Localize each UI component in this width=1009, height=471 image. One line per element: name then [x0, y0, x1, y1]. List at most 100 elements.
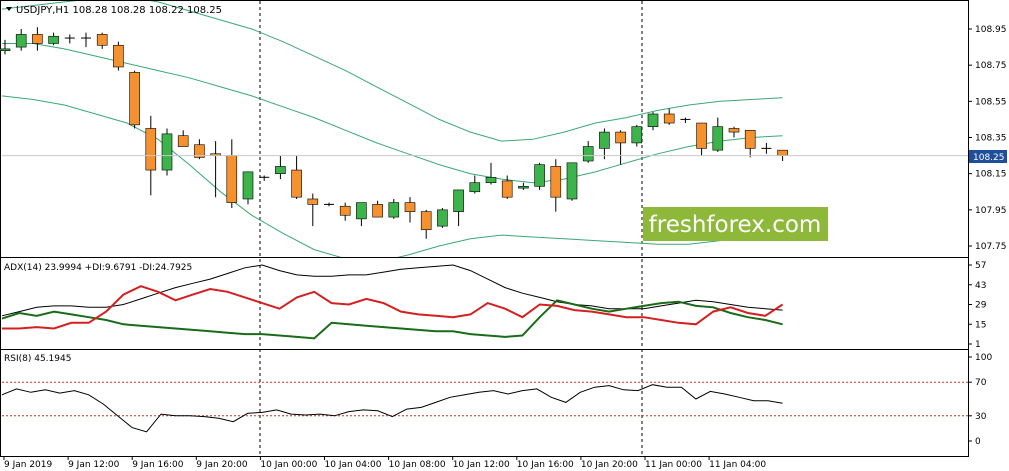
time-axis: 9 Jan 2019 9 Jan 12:00 9 Jan 16:00 9 Jan 20…	[3, 456, 766, 470]
candle	[275, 155, 286, 180]
candle	[420, 209, 432, 239]
candle	[728, 126, 740, 138]
candle-body	[242, 171, 254, 200]
candle-body	[420, 211, 432, 231]
candle	[453, 189, 464, 227]
candle-body	[161, 133, 173, 171]
price-tick-label: 108.95	[975, 25, 1007, 35]
candle	[744, 129, 756, 158]
adx-title: ADX(14) 23.9994 +DI:9.6791 -DI:24.7925	[4, 263, 192, 273]
candle	[631, 124, 643, 147]
candle-body	[599, 131, 610, 149]
candle-body	[712, 126, 724, 151]
candle-body	[501, 180, 513, 198]
candle-body	[582, 146, 594, 162]
price-tick-label: 108.15	[975, 170, 1007, 180]
price-axis: 108.95 108.75 108.55 108.35 108.15 107.95 107.…	[968, 25, 1007, 252]
candle-body	[404, 202, 416, 212]
candle-body	[291, 169, 302, 198]
adx-series-di	[2, 285, 784, 330]
candle-body	[744, 129, 756, 149]
time-tick-label: 11 Jan 00:00	[645, 460, 702, 470]
candle-body	[15, 34, 27, 48]
time-tick-label: 10 Jan 12:00	[453, 460, 510, 470]
candle-body	[663, 113, 675, 124]
adx-tick-label: 15	[975, 320, 986, 330]
candle	[761, 142, 772, 154]
band-lower	[1, 95, 783, 257]
candle	[113, 41, 124, 71]
adx-series-adx	[1, 264, 783, 317]
time-tick-label: 10 Jan 00:00	[260, 460, 317, 470]
candle-body	[129, 72, 140, 126]
price-tick-label: 108.55	[975, 97, 1007, 107]
rsi-title: RSI(8) 45.1945	[4, 354, 71, 364]
current-price-tag	[969, 150, 1007, 163]
candle-body	[777, 149, 788, 156]
candle	[696, 122, 707, 156]
candle-body	[437, 209, 448, 227]
adx-tick-label: 29	[975, 301, 987, 311]
rsi-tick-label: 30	[975, 412, 987, 422]
time-tick-label: 9 Jan 2019	[4, 460, 52, 470]
candle-body	[566, 162, 578, 200]
dropdown-triangle-icon[interactable]	[6, 7, 12, 11]
candle	[550, 159, 562, 212]
time-tick-label: 9 Jan 16:00	[132, 460, 184, 470]
candle	[534, 162, 545, 190]
candle-body	[275, 166, 286, 174]
price-tick-label: 107.75	[975, 242, 1007, 252]
candle-body	[48, 35, 59, 44]
candle	[177, 130, 189, 147]
rsi-tick-label: 0	[975, 437, 981, 447]
candle-body	[339, 205, 351, 216]
price-tick-label: 108.35	[975, 134, 1007, 144]
candle	[680, 117, 691, 124]
time-tick-label: 11 Jan 04:00	[709, 460, 766, 470]
band-upper	[1, 1, 783, 142]
price-tick-label: 108.75	[975, 61, 1007, 71]
candle	[129, 70, 140, 129]
symbol-info: USDJPY,H1 108.28 108.28 108.22 108.25	[16, 5, 222, 16]
candle	[307, 193, 319, 227]
adx-series-di	[1, 299, 783, 340]
candle	[161, 128, 173, 176]
candle-body	[728, 128, 740, 133]
candle	[404, 197, 416, 223]
candle-body	[32, 34, 43, 44]
adx-tick-label: 1	[975, 340, 981, 350]
candle	[599, 128, 610, 160]
candle-body	[469, 182, 481, 193]
candle-body	[453, 189, 464, 212]
candle	[388, 198, 400, 219]
candle	[518, 182, 529, 190]
rsi-tick-label: 100	[975, 353, 992, 363]
time-tick-label: 9 Jan 12:00	[68, 460, 120, 470]
candle-body	[177, 135, 189, 147]
candle	[48, 32, 59, 46]
watermark-background	[643, 207, 828, 241]
candle	[81, 32, 91, 48]
candle-body	[356, 202, 367, 220]
candle-body	[550, 166, 562, 198]
candle	[356, 202, 367, 227]
candle-body	[194, 144, 205, 158]
candle-body	[113, 44, 124, 68]
candle	[0, 39, 11, 55]
rsi-pane: 100 70 30 0	[1, 353, 992, 447]
candle-body	[615, 131, 626, 144]
candle	[372, 200, 383, 218]
candle-body	[372, 204, 383, 218]
candle	[582, 141, 594, 163]
candle-body	[388, 202, 400, 218]
time-tick-label: 9 Jan 20:00	[196, 460, 248, 470]
candle	[566, 162, 578, 201]
candle-body	[631, 126, 643, 144]
candle-body	[696, 122, 707, 149]
watermark-text: freshforex.com	[649, 212, 822, 238]
candles	[0, 27, 968, 239]
rsi-series	[1, 384, 783, 433]
adx-tick-label: 57	[975, 261, 986, 271]
candle	[324, 202, 334, 207]
